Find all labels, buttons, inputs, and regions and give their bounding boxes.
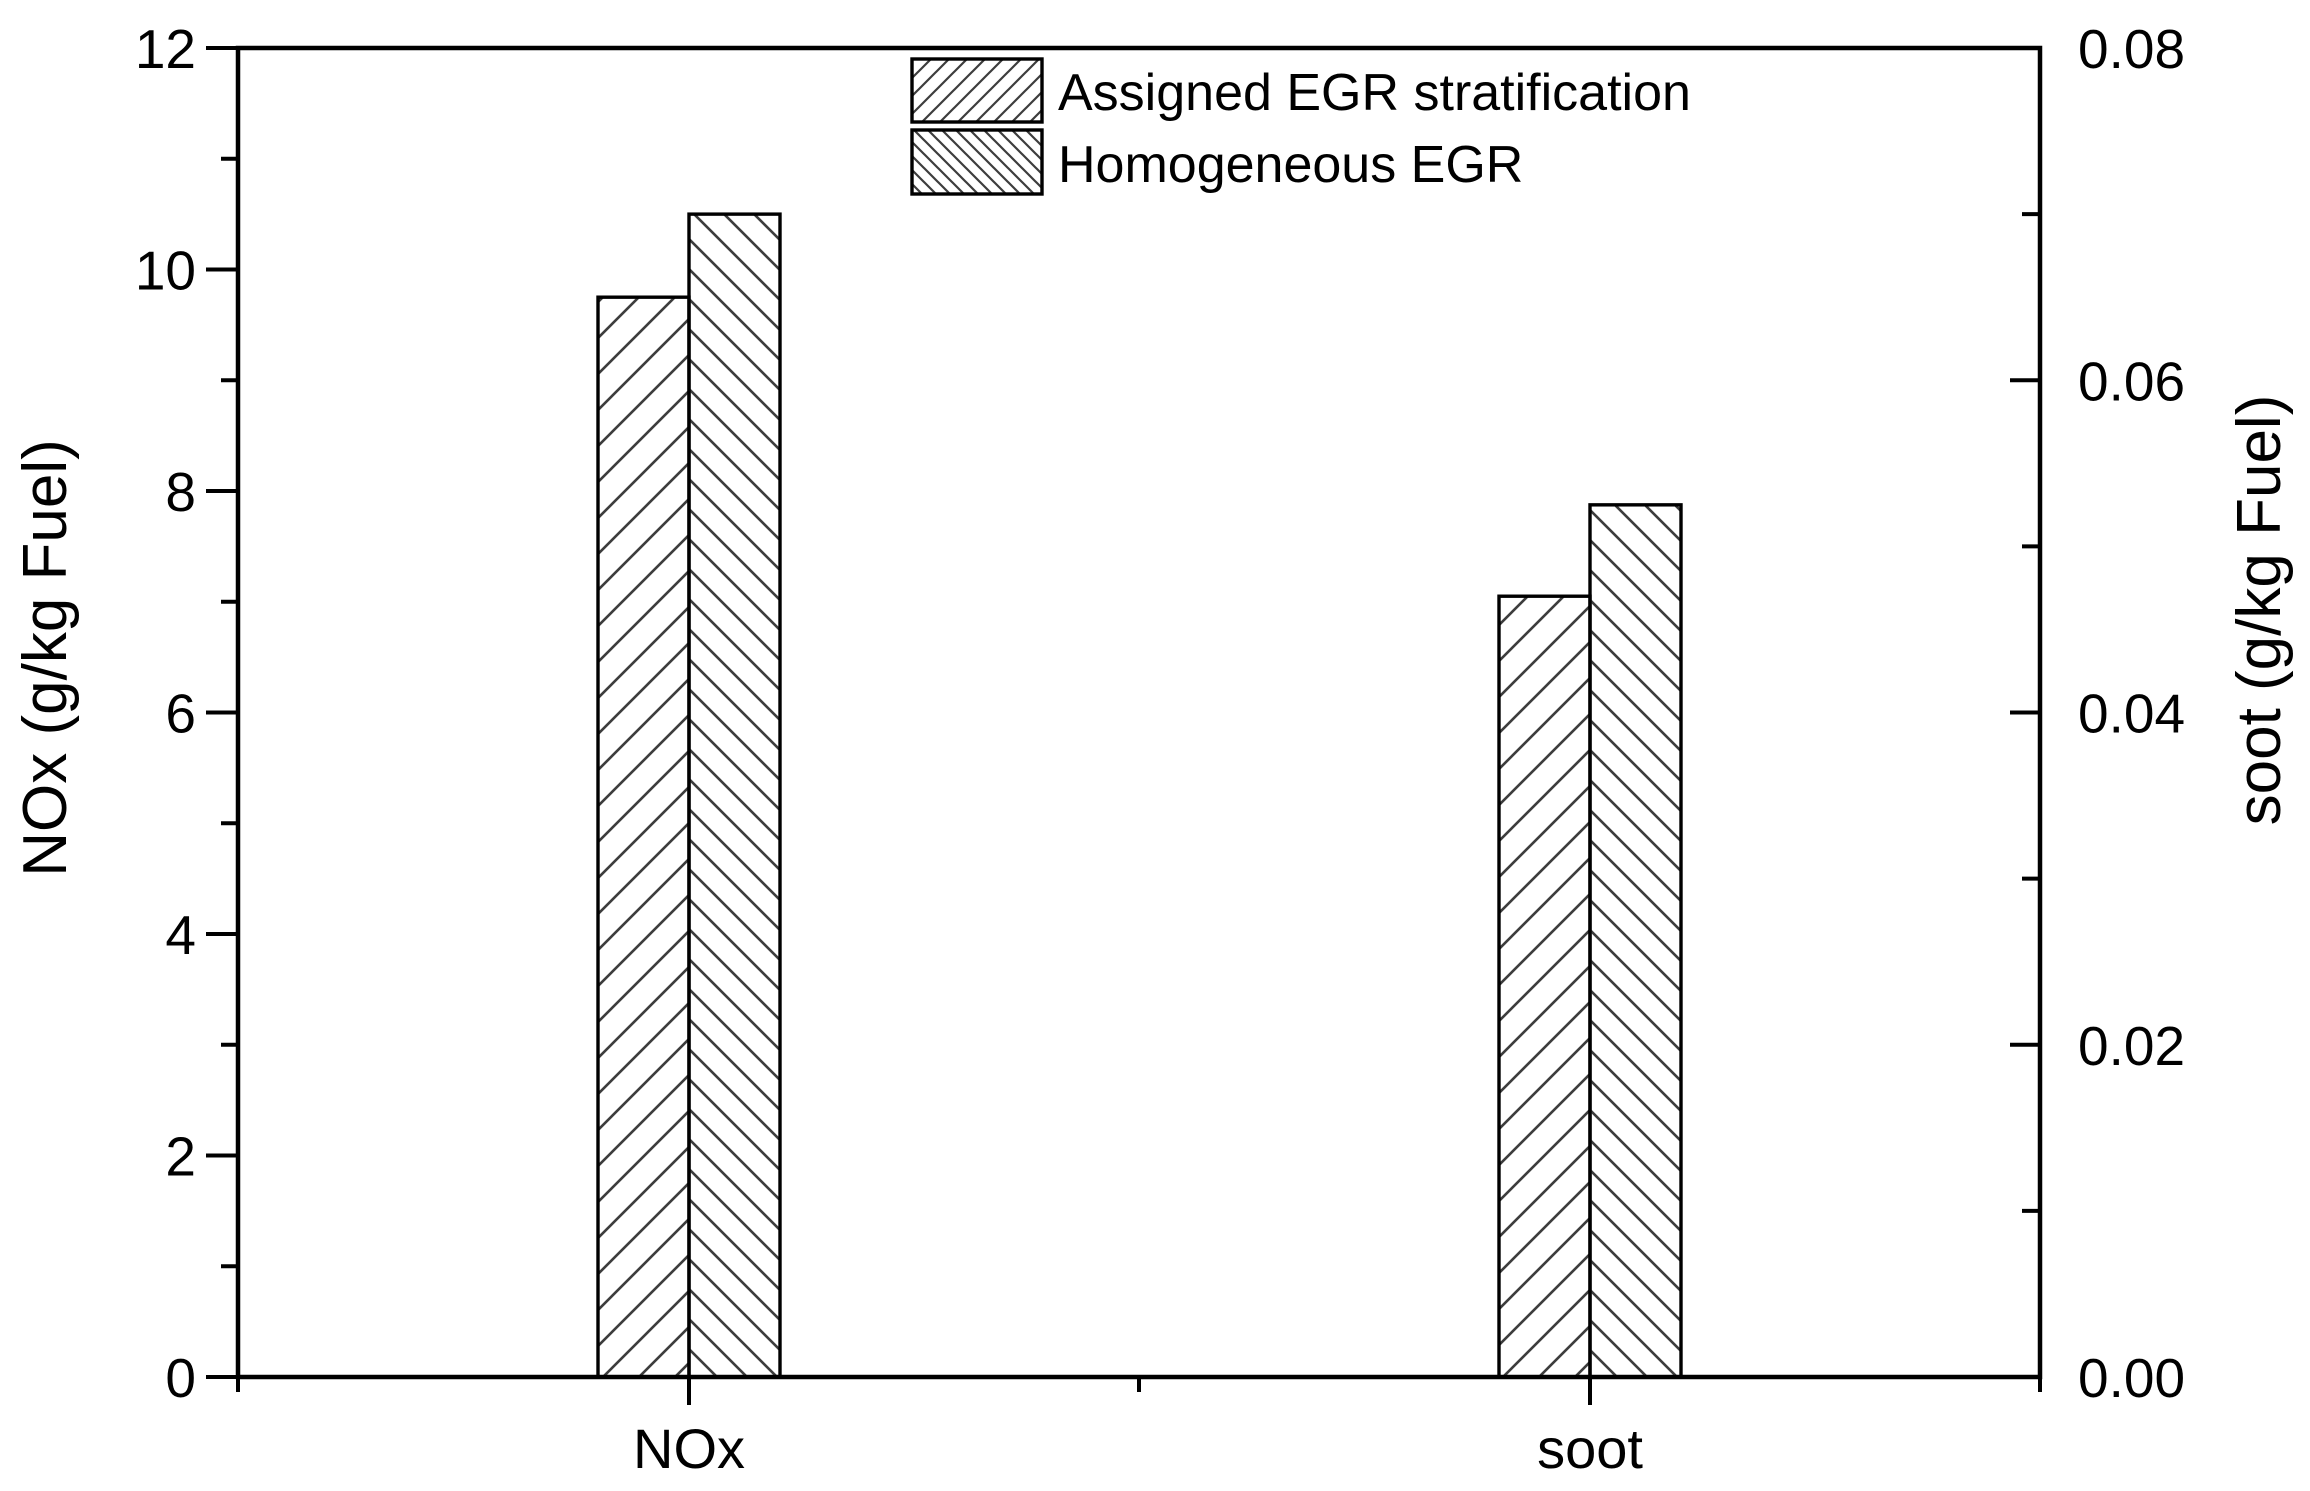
- bar-soot-assigned-egr: [1497, 594, 1592, 1379]
- left-axis-tick-label: 12: [135, 18, 196, 80]
- ticks-group: 0 2 4 6 8 10 12 0.00 0.02 0.04 0.06 0.08: [135, 18, 2185, 1409]
- x-tick-label-soot: soot: [1537, 1417, 1643, 1480]
- left-axis-tick-label: 2: [165, 1126, 196, 1188]
- right-axis-title: soot (g/kg Fuel): [2225, 395, 2294, 826]
- left-axis-title: NOx (g/kg Fuel): [11, 439, 80, 877]
- bar-NOx-assigned-egr: [596, 295, 691, 1379]
- left-axis-tick-label: 4: [165, 904, 196, 966]
- legend-swatch-assigned-egr: [910, 57, 1044, 124]
- bar-soot-homogeneous-egr: [1588, 503, 1683, 1379]
- bar-NOx-homogeneous-egr: [687, 212, 782, 1379]
- legend-label-assigned-egr: Assigned EGR stratification: [1058, 64, 1691, 122]
- legend: Assigned EGR stratification Homogeneous …: [910, 57, 1691, 196]
- right-axis-tick-label: 0.02: [2078, 1015, 2185, 1077]
- left-axis-tick-label: 8: [165, 461, 196, 523]
- x-tick-label-nox: NOx: [633, 1417, 745, 1480]
- right-axis-tick-label: 0.00: [2078, 1347, 2185, 1409]
- right-axis-tick-label: 0.06: [2078, 350, 2185, 412]
- left-axis-tick-label: 6: [165, 683, 196, 745]
- right-axis-tick-label: 0.04: [2078, 683, 2185, 745]
- right-axis-tick-label: 0.08: [2078, 18, 2185, 80]
- legend-swatch-homogeneous-egr: [910, 128, 1044, 196]
- left-axis-tick-label: 10: [135, 240, 196, 302]
- left-axis-tick-label: 0: [165, 1347, 196, 1409]
- bars-group: [596, 212, 1683, 1379]
- legend-label-homogeneous-egr: Homogeneous EGR: [1058, 136, 1523, 194]
